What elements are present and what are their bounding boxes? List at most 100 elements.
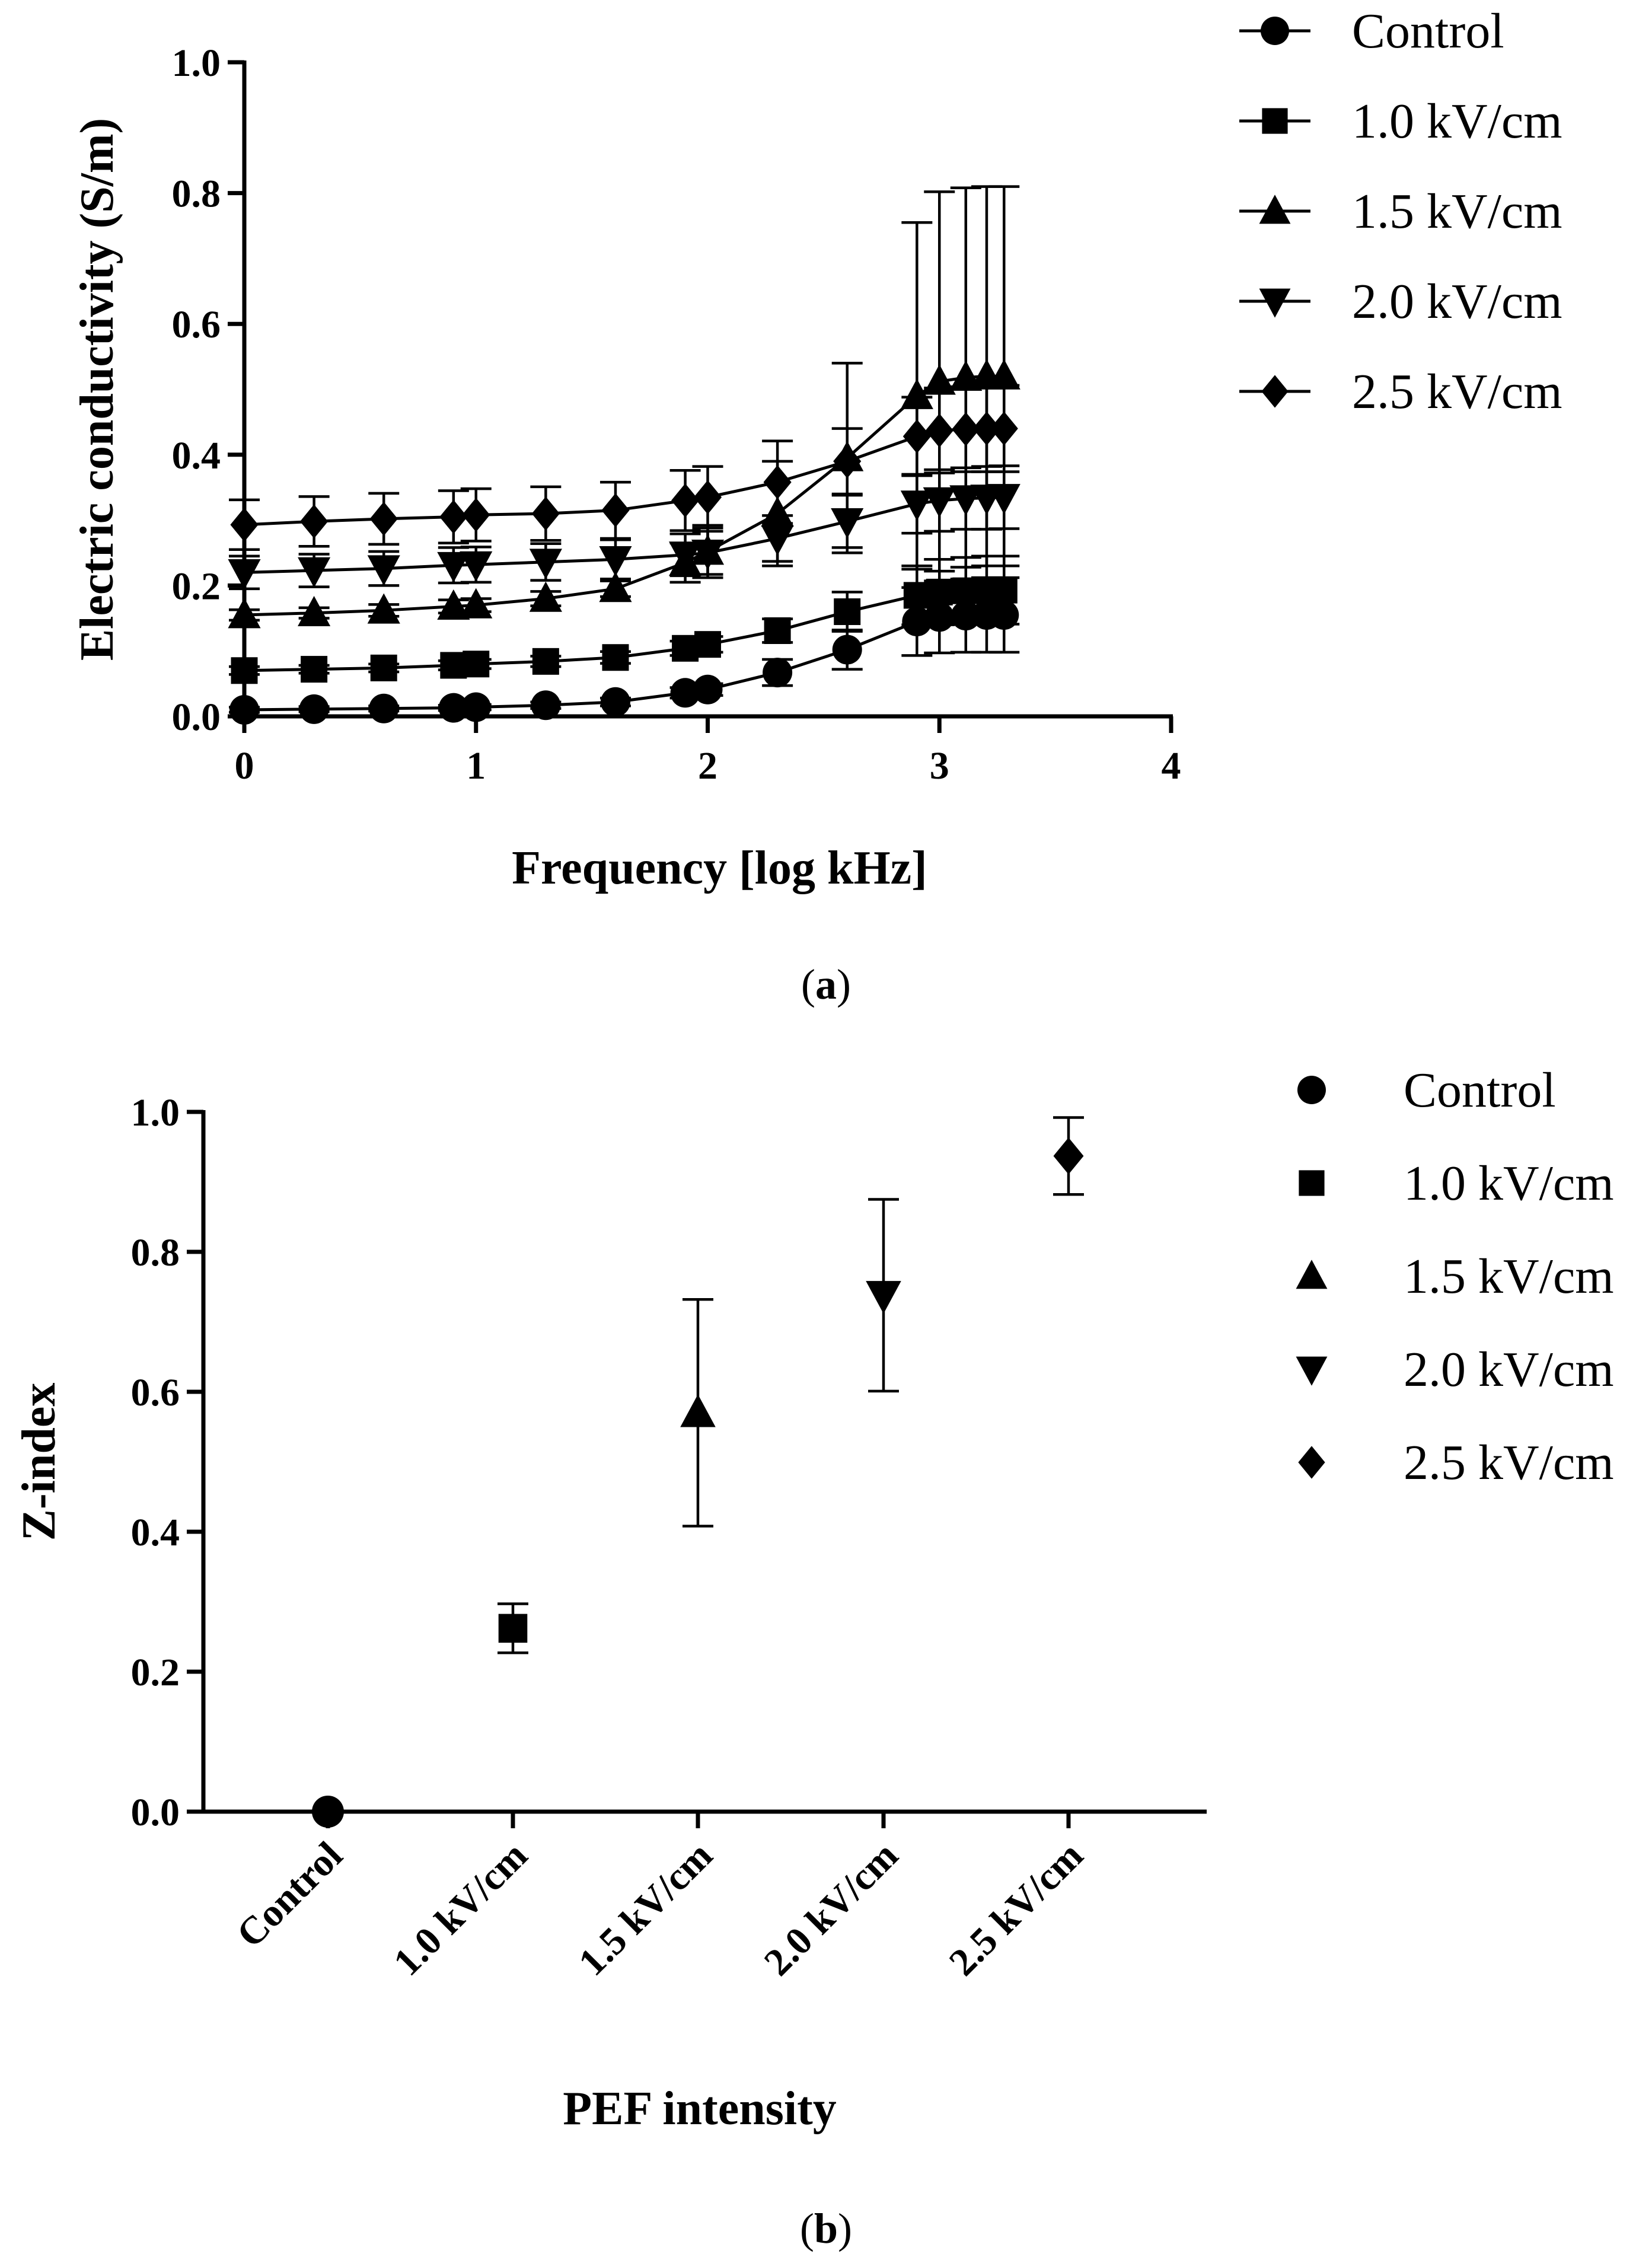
data-point: [763, 465, 792, 499]
series-1-0-kv-cm: [497, 1602, 528, 1655]
data-point: [437, 589, 470, 620]
data-point: [229, 694, 259, 725]
data-point: [761, 525, 794, 556]
data-point: [866, 1281, 901, 1314]
y-tick-label: 0.8: [172, 173, 221, 216]
legend-marker-1-0-kv-cm: [1262, 108, 1288, 134]
data-point: [440, 652, 467, 679]
panel-label: (a): [801, 961, 851, 1008]
legend-marker-2-0-kv-cm: [1259, 288, 1291, 318]
data-point: [230, 508, 259, 542]
data-point: [693, 480, 722, 515]
data-point: [529, 581, 562, 612]
panel-label: (b): [800, 2205, 852, 2252]
data-point: [672, 635, 699, 662]
data-point: [691, 539, 725, 570]
data-point: [949, 485, 983, 516]
legend-item-control: Control: [1239, 4, 1504, 59]
data-point: [531, 690, 561, 721]
legend-item-2-5-kv-cm: 2.5 kV/cm: [1298, 1435, 1614, 1490]
y-tick-label: 1.0: [172, 42, 221, 85]
legend-label: 1.5 kV/cm: [1404, 1249, 1614, 1304]
data-point: [902, 419, 931, 454]
data-point: [369, 693, 399, 723]
data-point: [437, 552, 470, 583]
legend-marker-2-5-kv-cm: [1298, 1446, 1325, 1479]
series-2-5-kv-cm: [1053, 1116, 1084, 1196]
y-tick-label: 0.6: [131, 1371, 180, 1414]
data-point: [369, 502, 398, 536]
y-axis-title: Electric conductivity (S/m): [71, 118, 123, 661]
legend-marker-1-0-kv-cm: [1299, 1170, 1325, 1196]
data-point: [300, 504, 329, 539]
data-point: [972, 411, 1001, 446]
legend-item-control: Control: [1297, 1063, 1556, 1118]
x-tick-label: 0: [235, 744, 254, 788]
data-point: [601, 493, 630, 528]
data-point: [600, 687, 630, 717]
data-point: [831, 508, 864, 539]
x-tick-label: 1.0 kV/cm: [385, 1834, 536, 1984]
y-tick-label: 0.0: [172, 696, 221, 739]
data-point: [987, 359, 1020, 390]
data-point: [228, 559, 261, 590]
series-1-0-kv-cm: [229, 554, 1020, 684]
data-point: [923, 487, 956, 518]
data-point: [367, 555, 400, 586]
chart-a: 0.0 0.2 0.4 0.6 0.8 1.0 0 1 2 3 4 Frequency [log kH…: [71, 4, 1562, 1008]
x-axis-title: Frequency [log kHz]: [512, 842, 927, 894]
data-point: [599, 546, 632, 577]
paren-close: ): [837, 961, 851, 1008]
data-point: [367, 593, 400, 624]
data-point: [531, 496, 560, 531]
x-axis-title: PEF intensity: [563, 2083, 836, 2135]
legend-item-2-0-kv-cm: 2.0 kV/cm: [1239, 274, 1562, 329]
x-tick-label: 1: [466, 744, 486, 788]
data-point: [298, 557, 331, 588]
data-point: [462, 498, 490, 533]
data-point: [298, 595, 331, 627]
series-2-0-kv-cm: [228, 464, 1020, 591]
legend-label: 2.0 kV/cm: [1404, 1342, 1614, 1397]
data-point: [670, 678, 700, 708]
data-point: [498, 1614, 528, 1643]
y-tick-label: 1.0: [131, 1091, 180, 1134]
data-point: [669, 541, 702, 572]
data-point: [461, 692, 491, 722]
data-point: [832, 635, 862, 665]
data-point: [301, 656, 328, 683]
legend-item-1-5-kv-cm: 1.5 kV/cm: [1239, 184, 1562, 239]
data-point: [764, 617, 791, 645]
legend-label: 2.0 kV/cm: [1352, 274, 1562, 329]
data-point: [438, 693, 468, 723]
x-tick-label: Control: [228, 1834, 350, 1956]
legend-item-2-0-kv-cm: 2.0 kV/cm: [1296, 1342, 1614, 1397]
legend-item-1-0-kv-cm: 1.0 kV/cm: [1299, 1156, 1614, 1211]
legend-label: 1.5 kV/cm: [1352, 184, 1562, 239]
y-tick-label: 0.8: [131, 1231, 180, 1274]
series-2-0-kv-cm: [866, 1198, 901, 1393]
y-tick-label: 0.6: [172, 303, 221, 346]
x-tick-label: 2: [698, 744, 717, 788]
series-control: [312, 1796, 344, 1828]
data-point: [671, 483, 700, 518]
legend-label: Control: [1404, 1063, 1556, 1118]
legend-label: 1.0 kV/cm: [1404, 1156, 1614, 1211]
data-point: [680, 1394, 716, 1427]
y-tick-label: 0.0: [131, 1791, 180, 1834]
data-point: [693, 674, 723, 704]
series-line: [244, 495, 1004, 574]
x-tick-label: 4: [1162, 744, 1181, 788]
data-point: [903, 582, 930, 609]
data-point: [952, 412, 980, 447]
panel-letter: b: [814, 2205, 838, 2252]
y-tick-label: 0.2: [131, 1651, 180, 1694]
series-1-5-kv-cm: [228, 185, 1020, 629]
series-1-5-kv-cm: [680, 1298, 716, 1528]
y-axis-title: Z-index: [13, 1383, 65, 1541]
data-point: [900, 378, 933, 409]
legend-label: Control: [1352, 4, 1504, 59]
x-tick-label: 2.5 kV/cm: [941, 1834, 1092, 1984]
y-tick-label: 0.4: [172, 434, 221, 477]
